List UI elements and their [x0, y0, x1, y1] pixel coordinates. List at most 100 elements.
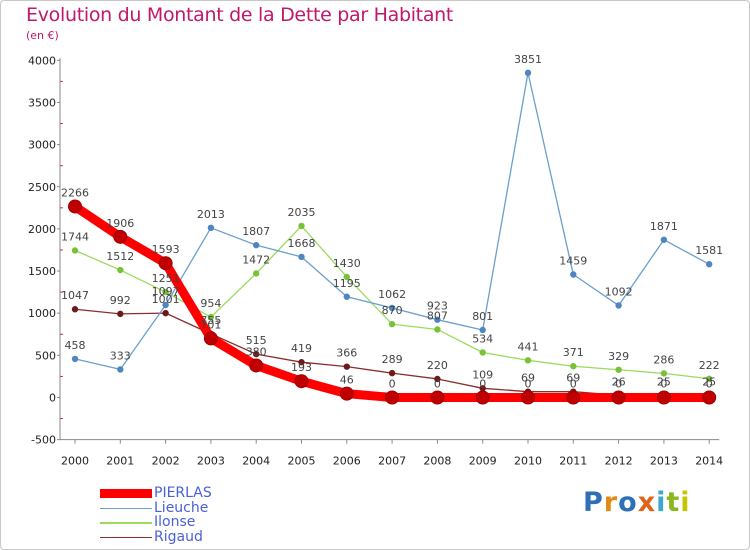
data-point-rigaud: [479, 385, 486, 392]
data-point-lieuche: [253, 241, 260, 249]
data-label-pierlas: 0: [389, 378, 396, 391]
data-label-rigaud: 419: [291, 342, 312, 355]
x-tick-label: 2005: [288, 455, 316, 468]
data-label-pierlas: 193: [291, 361, 312, 374]
data-point-rigaud: [253, 350, 260, 358]
data-label-pierlas: 380: [246, 345, 267, 358]
data-point-lieuche: [524, 69, 532, 77]
y-tick-label: 3000: [28, 139, 56, 152]
data-point-lieuche: [570, 271, 577, 278]
x-tick-label: 2004: [242, 455, 270, 468]
data-label-ilonse: 2035: [288, 206, 316, 219]
data-point-rigaud: [162, 309, 169, 317]
data-label-ilonse: 286: [653, 353, 674, 366]
data-label-pierlas: 1593: [152, 243, 180, 256]
legend-label: Ilonse: [154, 514, 196, 530]
data-label-ilonse: 371: [563, 346, 584, 359]
y-tick-label: 4000: [28, 54, 56, 67]
data-point-pierlas: [158, 256, 173, 271]
data-point-pierlas: [521, 390, 535, 405]
data-label-rigaud: 69: [566, 372, 580, 385]
y-tick-label: 1500: [28, 265, 56, 278]
data-point-ilonse: [253, 270, 260, 277]
y-tick-label: 3500: [28, 96, 56, 109]
x-tick-label: 2000: [61, 455, 89, 468]
y-tick-label: 1000: [28, 307, 56, 320]
data-point-pierlas: [294, 374, 309, 389]
data-label-lieuche: 923: [427, 300, 448, 313]
x-tick-label: 2003: [197, 455, 225, 468]
data-label-lieuche: 1195: [333, 277, 361, 290]
legend-label: Rigaud: [154, 528, 203, 545]
data-label-pierlas: 0: [479, 378, 486, 391]
chart-subtitle: (en €): [26, 29, 59, 42]
x-tick-label: 2010: [514, 455, 542, 468]
data-label-pierlas: 0: [660, 378, 667, 391]
data-point-lieuche: [660, 236, 668, 243]
x-tick-label: 2009: [469, 455, 497, 468]
data-point-rigaud: [117, 310, 124, 318]
data-point-pierlas: [430, 390, 445, 405]
data-label-ilonse: 870: [382, 304, 403, 317]
data-label-lieuche: 333: [110, 349, 131, 362]
data-point-rigaud: [343, 363, 350, 370]
data-point-lieuche: [388, 304, 396, 312]
data-point-ilonse: [615, 366, 622, 373]
data-label-lieuche: 1807: [242, 225, 270, 238]
data-label-pierlas: 0: [525, 378, 532, 391]
data-point-lieuche: [117, 366, 124, 373]
data-label-lieuche: 801: [472, 310, 493, 323]
data-point-lieuche: [162, 301, 169, 309]
data-label-ilonse: 954: [200, 297, 221, 310]
data-point-pierlas: [339, 386, 354, 401]
data-point-ilonse: [434, 326, 441, 333]
data-point-pierlas: [475, 390, 490, 405]
data-label-pierlas: 1906: [106, 217, 134, 230]
chart-title: Evolution du Montant de la Dette par Hab…: [26, 4, 454, 26]
x-tick-label: 2002: [152, 455, 180, 468]
data-label-rigaud: 220: [427, 359, 448, 372]
data-point-ilonse: [298, 222, 305, 230]
data-point-lieuche: [615, 302, 622, 309]
data-label-rigaud: 69: [521, 372, 535, 385]
legend-swatch: [100, 507, 152, 509]
legend-swatch: [100, 536, 152, 538]
data-label-rigaud: 992: [110, 294, 131, 307]
data-point-pierlas: [566, 390, 581, 405]
x-tick-label: 2006: [333, 455, 361, 468]
data-label-lieuche: 1092: [605, 285, 633, 298]
data-point-rigaud: [388, 369, 396, 377]
y-tick-label: 0: [49, 392, 56, 405]
data-label-rigaud: 26: [612, 375, 626, 388]
data-label-ilonse: 441: [518, 340, 539, 353]
data-point-ilonse: [388, 320, 396, 328]
data-label-rigaud: 1001: [152, 293, 180, 306]
data-label-rigaud: 1047: [61, 289, 89, 302]
data-point-rigaud: [298, 358, 305, 366]
data-point-pierlas: [68, 199, 82, 214]
data-point-lieuche: [706, 261, 713, 268]
x-tick-label: 2008: [423, 455, 451, 468]
data-point-ilonse: [570, 363, 577, 370]
data-label-lieuche: 1459: [559, 255, 587, 268]
data-label-lieuche: 1871: [650, 220, 678, 233]
data-point-ilonse: [117, 266, 124, 274]
data-label-ilonse: 1472: [242, 253, 270, 266]
data-point-pierlas: [702, 390, 717, 405]
data-label-ilonse: 534: [472, 332, 493, 345]
data-label-lieuche: 1668: [288, 237, 316, 250]
data-point-pierlas: [656, 390, 671, 405]
data-point-pierlas: [611, 390, 626, 405]
data-label-rigaud: 289: [382, 353, 403, 366]
data-label-lieuche: 1062: [378, 288, 406, 301]
data-label-lieuche: 458: [65, 339, 86, 352]
y-tick-label: -500: [31, 434, 56, 447]
data-point-ilonse: [162, 288, 169, 296]
x-tick-label: 2001: [106, 455, 134, 468]
data-point-pierlas: [203, 331, 218, 346]
data-label-pierlas: 0: [706, 378, 713, 391]
legend-label: Lieuche: [154, 499, 209, 516]
data-point-ilonse: [71, 247, 79, 254]
data-point-ilonse: [660, 370, 668, 377]
y-tick-label: 500: [35, 349, 56, 362]
